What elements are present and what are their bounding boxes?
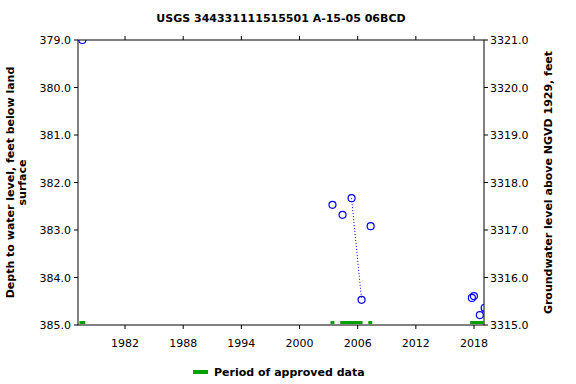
approved-period	[79, 321, 85, 324]
y2-tick	[484, 40, 488, 41]
x-tick-label: 2012	[402, 337, 430, 350]
y2-tick	[484, 325, 488, 326]
approved-period	[340, 321, 362, 324]
y-tick-label: 379.0	[40, 34, 72, 47]
y-tick	[74, 325, 78, 326]
legend-swatch	[193, 370, 208, 374]
x-tick	[415, 36, 416, 40]
plot-data	[79, 40, 484, 324]
y-tick	[74, 277, 78, 278]
y2-tick	[484, 87, 488, 88]
y2-tick-label: 3319.0	[490, 129, 529, 142]
approved-period	[331, 321, 335, 324]
x-tick-label: 2006	[344, 337, 372, 350]
point	[481, 304, 484, 311]
legend-label: Period of approved data	[214, 366, 365, 379]
x-tick-label: 2000	[286, 337, 314, 350]
x-tick	[241, 325, 242, 329]
y-tick-label: 381.0	[40, 129, 72, 142]
y2-tick-label: 3320.0	[490, 82, 529, 95]
y2-tick-label: 3321.0	[490, 34, 529, 47]
title: USGS 344331111515501 A-15-05 06BCD	[156, 12, 405, 25]
y-tick-label: 383.0	[40, 224, 72, 237]
x-tick	[474, 325, 475, 329]
y2-tick	[484, 182, 488, 183]
y2-tick-label: 3318.0	[490, 177, 529, 190]
point	[367, 223, 374, 230]
x-tick-label: 1994	[227, 337, 255, 350]
approved-period	[470, 321, 484, 324]
approved-period	[368, 321, 372, 324]
y2-tick	[484, 135, 488, 136]
line	[352, 198, 362, 300]
y-tick-label: 385.0	[40, 319, 72, 332]
y-tick-label: 384.0	[40, 272, 72, 285]
x-tick	[357, 325, 358, 329]
chart: USGS 344331111515501 A-15-05 06BCD 1982 19…	[0, 0, 576, 384]
x-tick	[299, 36, 300, 40]
y-tick-label: 380.0	[40, 82, 72, 95]
x-tick-label: 1988	[169, 337, 197, 350]
y-tick	[74, 182, 78, 183]
y2-tick-label: 3317.0	[490, 224, 529, 237]
y-tick	[74, 40, 78, 41]
point	[79, 40, 86, 44]
x-tick	[125, 325, 126, 329]
y2-tick	[484, 230, 488, 231]
y2-tick	[484, 277, 488, 278]
point	[468, 294, 475, 301]
x-tick	[241, 36, 242, 40]
x-tick	[474, 36, 475, 40]
point	[476, 312, 483, 319]
y-tick	[74, 87, 78, 88]
point	[329, 201, 336, 208]
y-tick-label: 382.0	[40, 177, 72, 190]
y2-tick-label: 3315.0	[490, 319, 529, 332]
y-axis-label: surface	[16, 160, 29, 206]
point	[339, 211, 346, 218]
x-tick-label: 2018	[460, 337, 488, 350]
point	[470, 293, 477, 300]
y2-axis-label: Groundwater level above NGVD 1929, feet	[542, 51, 555, 314]
x-tick-label: 1982	[111, 337, 139, 350]
x-tick	[357, 36, 358, 40]
x-tick	[183, 325, 184, 329]
x-tick	[299, 325, 300, 329]
y2-tick-label: 3316.0	[490, 272, 529, 285]
x-tick	[415, 325, 416, 329]
y-tick	[74, 135, 78, 136]
plot-frame	[78, 40, 484, 325]
y-tick	[74, 230, 78, 231]
x-tick	[125, 36, 126, 40]
x-tick	[183, 36, 184, 40]
